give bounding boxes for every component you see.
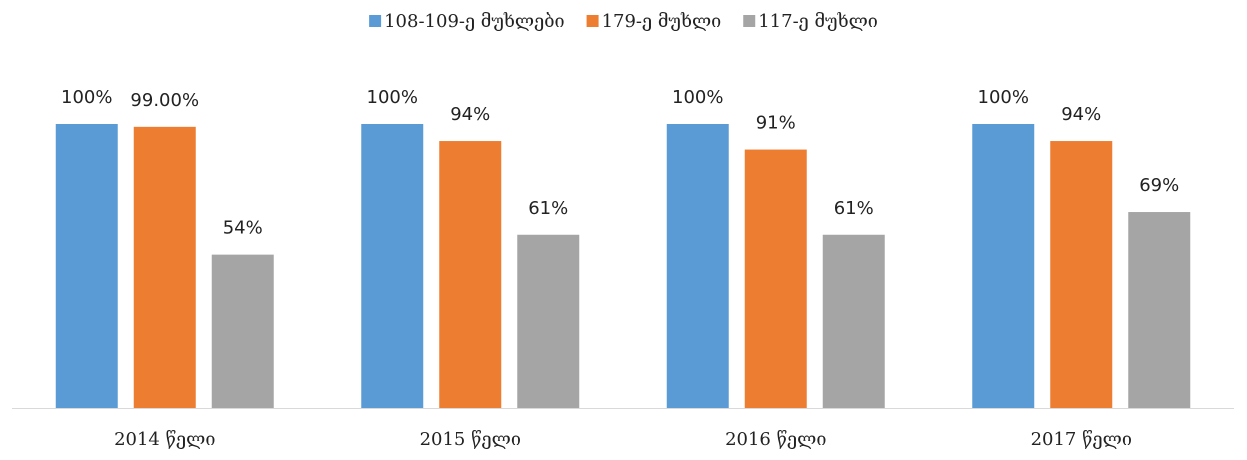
bar (744, 149, 807, 408)
legend-label: 179-ე მუხლი (602, 11, 722, 32)
legend-label: 117-ე მუხლი (758, 11, 878, 32)
legend-label: 108-109-ე მუხლები (384, 11, 564, 32)
bar (1050, 141, 1113, 409)
x-tick-label: 2015 წელი (420, 429, 521, 450)
legend: 108-109-ე მუხლები 179-ე მუხლი 117-ე მუხლი (369, 11, 878, 32)
bar (211, 254, 274, 408)
data-label: 100% (978, 87, 1029, 108)
data-label: 69% (1139, 175, 1179, 196)
legend-swatch (369, 15, 382, 27)
legend-swatch (743, 15, 756, 27)
x-tick-label: 2017 წელი (1031, 429, 1132, 450)
bar (972, 124, 1035, 408)
bar (517, 234, 580, 408)
bar (1128, 212, 1191, 408)
x-tick-label: 2016 წელი (725, 429, 826, 450)
data-label: 94% (450, 104, 490, 125)
bar (666, 124, 729, 408)
data-label: 94% (1061, 104, 1101, 125)
x-tick-label: 2014 წელი (114, 429, 215, 450)
data-label: 100% (367, 87, 418, 108)
bar (439, 141, 502, 409)
data-label: 61% (528, 198, 568, 219)
bar (133, 126, 196, 408)
data-label: 54% (223, 218, 263, 239)
data-label: 100% (61, 87, 112, 108)
legend-swatch (586, 15, 599, 27)
data-label: 91% (756, 113, 796, 134)
bar (55, 124, 118, 408)
bar (361, 124, 424, 408)
bar (822, 234, 885, 408)
data-label: 61% (834, 198, 874, 219)
data-label: 100% (672, 87, 723, 108)
data-label: 99.00% (130, 90, 199, 111)
